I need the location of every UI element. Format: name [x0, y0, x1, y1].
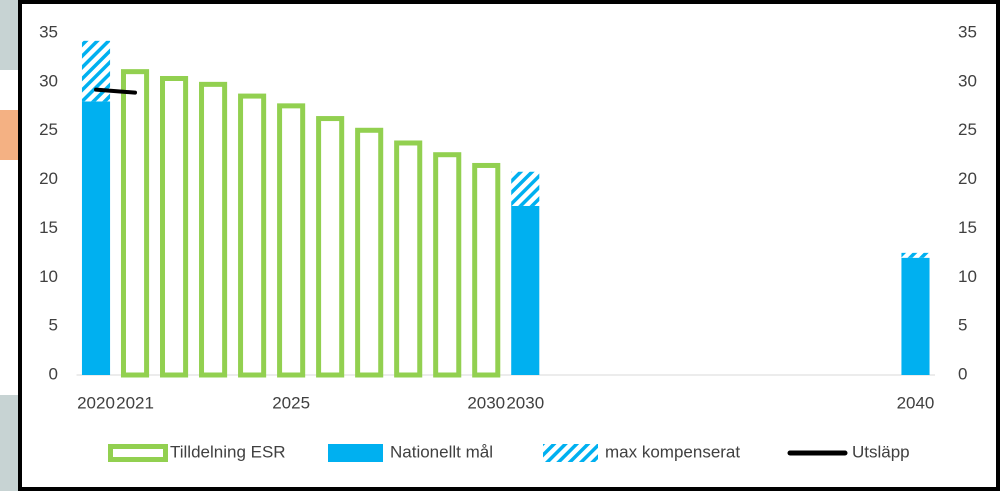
y-tick-label: 10 — [39, 267, 58, 286]
bar — [120, 69, 150, 378]
y-tick-label: 20 — [39, 169, 58, 188]
x-tick-label: 2025 — [272, 393, 310, 412]
legend-label: Utsläpp — [852, 442, 910, 461]
side-block — [0, 0, 18, 70]
side-block — [0, 395, 18, 491]
side-block — [0, 110, 18, 160]
bar — [394, 140, 423, 378]
y-tick-label: 25 — [39, 120, 58, 139]
y-tick-label: 15 — [39, 218, 58, 237]
y2-tick-label: 5 — [958, 316, 967, 335]
y-tick-label: 0 — [49, 364, 58, 383]
y-tick-label: 5 — [49, 316, 58, 335]
bar — [81, 101, 111, 376]
y2-tick-label: 35 — [958, 22, 977, 41]
bar — [355, 127, 384, 378]
x-tick-label: 2030 — [467, 393, 505, 412]
bar — [511, 205, 540, 375]
bar — [199, 81, 228, 378]
legend-label: Tilldelning ESR — [170, 442, 286, 461]
bar — [901, 257, 930, 375]
legend-swatch — [328, 444, 383, 462]
y-tick-label: 30 — [39, 71, 58, 90]
y2-tick-label: 30 — [958, 71, 977, 90]
x-tick-label: 2020 — [77, 393, 115, 412]
y2-tick-label: 25 — [958, 120, 977, 139]
y2-tick-label: 0 — [958, 364, 967, 383]
bar — [160, 75, 189, 378]
bar — [277, 103, 306, 378]
bar — [433, 152, 462, 378]
line-series — [94, 87, 138, 95]
bar — [316, 116, 345, 378]
legend-label: max kompenserat — [605, 442, 740, 461]
y2-tick-label: 10 — [958, 267, 977, 286]
bar — [901, 252, 930, 258]
y2-tick-label: 20 — [958, 169, 977, 188]
legend-label: Nationellt mål — [390, 442, 493, 461]
x-tick-label: 2030 — [506, 393, 544, 412]
y2-tick-label: 15 — [958, 218, 977, 237]
x-tick-label: 2021 — [116, 393, 154, 412]
bar — [511, 171, 540, 206]
y-tick-label: 35 — [39, 22, 58, 41]
x-tick-label: 2040 — [897, 393, 935, 412]
legend-swatch — [543, 444, 598, 462]
bar — [472, 162, 501, 378]
legend-swatch — [108, 444, 168, 462]
bar — [238, 93, 267, 378]
